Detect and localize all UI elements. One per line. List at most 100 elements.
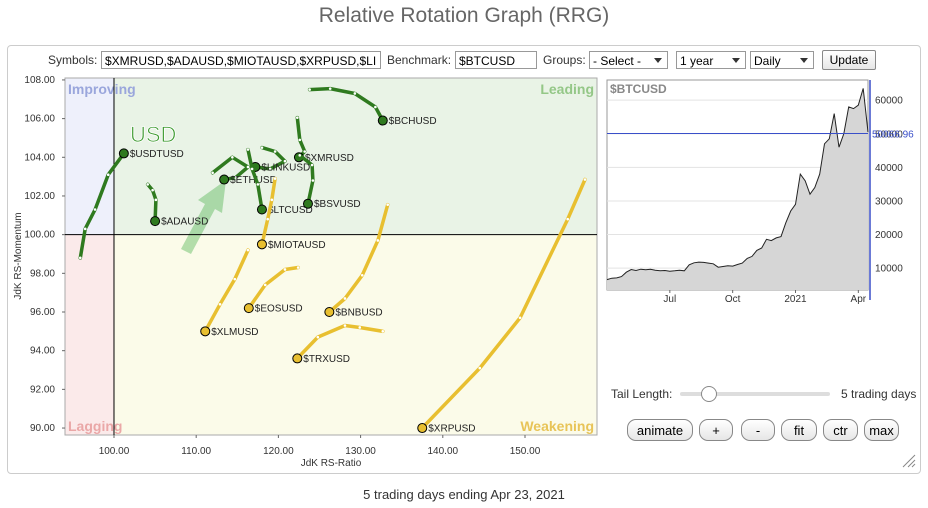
head: [200, 326, 211, 337]
x-tick-label: 2021: [784, 294, 807, 305]
tail-point: [256, 183, 260, 186]
current-label: 50066.96: [872, 130, 914, 141]
x-tick-label: Apr: [851, 294, 867, 305]
y-tick-label: 50000: [875, 129, 903, 140]
tail-point: [154, 198, 158, 202]
frequency-select[interactable]: Daily: [750, 51, 814, 69]
head: [417, 423, 428, 434]
y-tick-label: 40000: [875, 163, 903, 174]
series-label: $XMRUSD: [305, 153, 354, 164]
slider-track[interactable]: [680, 392, 830, 396]
head: [302, 198, 313, 209]
zoom-in-button[interactable]: +: [699, 419, 733, 441]
series-label: $ADAUSD: [161, 217, 208, 228]
tail-point: [566, 217, 570, 221]
tail-point: [283, 268, 287, 271]
tail-point: [273, 150, 277, 153]
tail-point: [381, 330, 385, 333]
tail-point: [308, 88, 311, 91]
tail-point: [246, 165, 250, 169]
update-button[interactable]: Update: [822, 50, 876, 70]
tail-point: [376, 239, 380, 242]
y-tick-label: 92.00: [30, 384, 55, 395]
tail-point: [273, 177, 277, 180]
y-tick-label: 102.00: [24, 191, 55, 202]
quadrant-leading: [114, 78, 597, 235]
area-fill: [607, 88, 868, 291]
tail-point: [106, 173, 110, 176]
x-axis-label: JdK RS-Ratio: [301, 458, 362, 469]
x-tick-label: Oct: [725, 294, 741, 305]
tail-point: [328, 87, 332, 90]
y-axis-label: JdK RS-Momentum: [13, 212, 24, 299]
series-label: $USDTUSD: [130, 149, 184, 160]
footer: 5 trading days ending Apr 23, 2021: [363, 487, 565, 502]
tail-point: [316, 335, 320, 339]
quadrant-label: Weakening: [520, 418, 594, 434]
series-label: $XRPUSD: [428, 424, 475, 435]
benchmark-input[interactable]: $BTCUSD: [455, 51, 537, 69]
y-tick-label: 108.00: [24, 75, 55, 86]
y-tick-label: 94.00: [30, 346, 55, 357]
tail-point: [233, 277, 237, 281]
tail-point: [360, 273, 364, 277]
label: Tail Length:: [611, 387, 673, 401]
max-button[interactable]: max: [864, 419, 899, 441]
tail-point: [93, 208, 97, 211]
series-label: $BCHUSD: [389, 116, 437, 127]
x-tick-label: Jul: [663, 294, 676, 305]
y-tick-label: 20000: [875, 230, 903, 241]
animate-button[interactable]: animate: [627, 419, 693, 441]
fit-button[interactable]: fit: [781, 419, 817, 441]
series-label: $ETHUSD: [230, 175, 277, 186]
price-line: [606, 88, 869, 281]
series-label: $BSVUSD: [314, 199, 361, 210]
tail-point: [343, 297, 347, 300]
label: Symbols:: [48, 53, 98, 67]
tail-point: [234, 176, 237, 179]
tail-point: [246, 148, 250, 151]
tail: [260, 176, 277, 247]
x-tick-label: 120.00: [263, 446, 294, 457]
label: Benchmark:: [387, 53, 452, 67]
y-tick-label: 106.00: [24, 114, 55, 125]
tail-point: [386, 203, 390, 206]
series-label: $LTCUSD: [268, 205, 313, 216]
x-tick-label: 100.00: [99, 446, 130, 457]
head: [377, 115, 388, 126]
resize-handle: [902, 454, 916, 468]
page-title: Relative Rotation Graph (RRG): [318, 4, 610, 27]
quadrant-label: Leading: [540, 81, 594, 97]
y-tick-label: 100.00: [24, 230, 55, 241]
center-button[interactable]: ctr: [823, 419, 858, 441]
tail-point: [260, 146, 264, 149]
symbols-input[interactable]: $XMRUSD,$ADAUSD,$MIOTAUSD,$XRPUSD,$LI: [101, 51, 381, 69]
series-label: $LINKUSD: [261, 162, 310, 173]
tail-point: [353, 92, 357, 95]
period-select[interactable]: 1 year: [676, 51, 746, 69]
series-label: $XLMUSD: [211, 327, 258, 338]
head: [292, 353, 303, 364]
quadrant-improving: [65, 78, 114, 235]
tail: [298, 153, 315, 206]
y-tick-label: 104.00: [24, 152, 55, 163]
panel-frame: [7, 45, 921, 474]
slider-knob[interactable]: [701, 386, 717, 402]
tail-point: [211, 171, 214, 175]
y-tick-label: 30000: [875, 196, 903, 207]
tail-point: [270, 198, 274, 202]
tail: [145, 182, 158, 223]
tail: [246, 147, 264, 212]
annotation: USD: [130, 122, 176, 147]
tail-point: [311, 179, 315, 182]
y-tick-label: 10000: [875, 264, 903, 275]
zoom-out-button[interactable]: -: [741, 419, 775, 441]
x-tick-label: 140.00: [427, 446, 458, 457]
groups-select[interactable]: - Select -: [589, 51, 668, 69]
tail-point: [303, 150, 306, 153]
head: [219, 174, 230, 185]
tail-point: [151, 188, 154, 192]
quadrant-lagging: [65, 235, 114, 435]
series-label: $TRXUSD: [303, 354, 350, 365]
price-title: $BTCUSD: [610, 82, 667, 96]
